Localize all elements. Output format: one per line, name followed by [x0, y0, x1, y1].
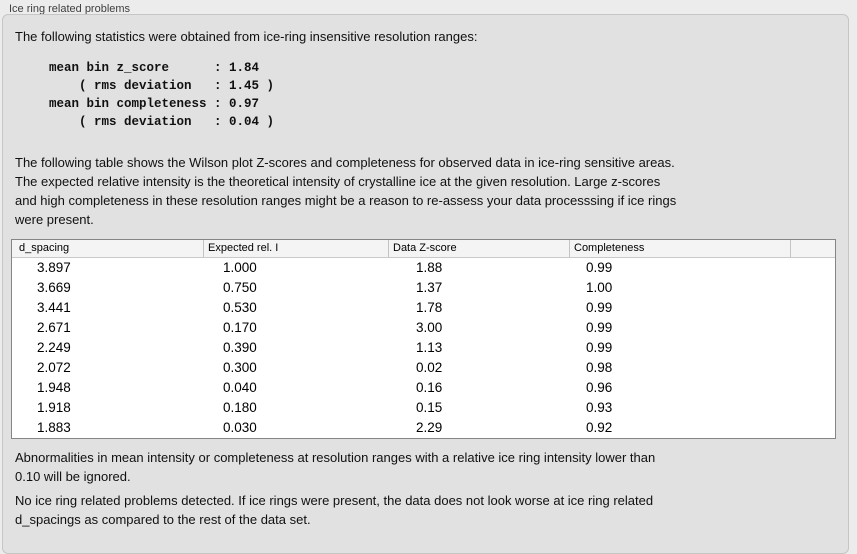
table-cell: 1.948: [37, 380, 71, 395]
table-cell: 0.300: [223, 360, 257, 375]
conclusion-text: No ice ring related problems detected. I…: [15, 493, 654, 527]
table-header-cell-filler: [790, 240, 835, 257]
table-cell: 0.99: [586, 320, 613, 335]
table-cell: 1.37: [416, 280, 443, 295]
table-cell: 0.390: [223, 340, 257, 355]
table-header-cell: d_spacing: [19, 242, 70, 254]
ice-ring-table: d_spacing Expected rel. I Data Z-score Comp…: [11, 239, 836, 439]
table-cell: 3.00: [416, 320, 443, 335]
table-cell: 2.29: [416, 420, 443, 435]
stats-block: mean bin z_score : 1.84 ( rms deviation …: [49, 61, 275, 129]
table-header-cell: Completeness: [569, 240, 790, 257]
table-cell: 0.15: [416, 400, 443, 415]
table-cell: 0.530: [223, 300, 257, 315]
table-cell: 0.99: [586, 340, 613, 355]
table-cell: 1.00: [586, 280, 613, 295]
table-cell: 0.040: [223, 380, 257, 395]
table-cell-filler: [790, 418, 835, 438]
intro-text: The following statistics were obtained f…: [15, 29, 478, 44]
table-cell: 3.897: [37, 260, 71, 275]
table-row: 2.671 0.170 3.00 0.99: [12, 318, 835, 338]
table-cell: 1.000: [223, 260, 257, 275]
table-cell: 0.180: [223, 400, 257, 415]
table-cell: 2.249: [37, 340, 71, 355]
table-header-cell: Data Z-score: [388, 240, 569, 257]
table-row: 1.883 0.030 2.29 0.92: [12, 418, 835, 438]
table-cell-filler: [790, 378, 835, 398]
table-cell: 1.918: [37, 400, 71, 415]
table-body: 3.897 1.000 1.88 0.99 3.669 0.750 1.37 1.00 3.44…: [12, 258, 835, 438]
table-cell-filler: [790, 278, 835, 298]
table-cell: 0.99: [586, 260, 613, 275]
table-cell-filler: [790, 358, 835, 378]
table-header-row: d_spacing Expected rel. I Data Z-score Comp…: [12, 240, 835, 258]
table-cell: 0.99: [586, 300, 613, 315]
table-row: 3.441 0.530 1.78 0.99: [12, 298, 835, 318]
table-cell: 0.98: [586, 360, 613, 375]
table-cell: 3.669: [37, 280, 71, 295]
table-cell: 0.16: [416, 380, 443, 395]
table-cell: 0.750: [223, 280, 257, 295]
table-cell: 3.441: [37, 300, 71, 315]
ignore-note-text: Abnormalities in mean intensity or compl…: [15, 450, 656, 484]
table-row: 2.072 0.300 0.02 0.98: [12, 358, 835, 378]
table-cell-filler: [790, 258, 835, 278]
panel-title: Ice ring related problems: [9, 3, 131, 15]
table-cell: 1.13: [416, 340, 443, 355]
description-text: The following table shows the Wilson plo…: [15, 155, 677, 227]
table-cell: 2.671: [37, 320, 71, 335]
table-header-cell: Expected rel. I: [203, 240, 388, 257]
table-cell: 1.78: [416, 300, 443, 315]
ice-ring-panel: The following statistics were obtained f…: [2, 14, 849, 554]
table-cell-filler: [790, 318, 835, 338]
table-row: 1.948 0.040 0.16 0.96: [12, 378, 835, 398]
table-cell-filler: [790, 338, 835, 358]
table-cell: 0.92: [586, 420, 613, 435]
table-row: 2.249 0.390 1.13 0.99: [12, 338, 835, 358]
table-cell: 0.170: [223, 320, 257, 335]
table-cell-filler: [790, 398, 835, 418]
table-cell: 0.02: [416, 360, 443, 375]
table-cell: 1.88: [416, 260, 443, 275]
table-row: 3.897 1.000 1.88 0.99: [12, 258, 835, 278]
table-cell: 2.072: [37, 360, 71, 375]
table-cell: 0.030: [223, 420, 257, 435]
table-cell: 0.93: [586, 400, 613, 415]
table-row: 3.669 0.750 1.37 1.00: [12, 278, 835, 298]
table-cell-filler: [790, 298, 835, 318]
table-cell: 1.883: [37, 420, 71, 435]
table-row: 1.918 0.180 0.15 0.93: [12, 398, 835, 418]
table-cell: 0.96: [586, 380, 613, 395]
